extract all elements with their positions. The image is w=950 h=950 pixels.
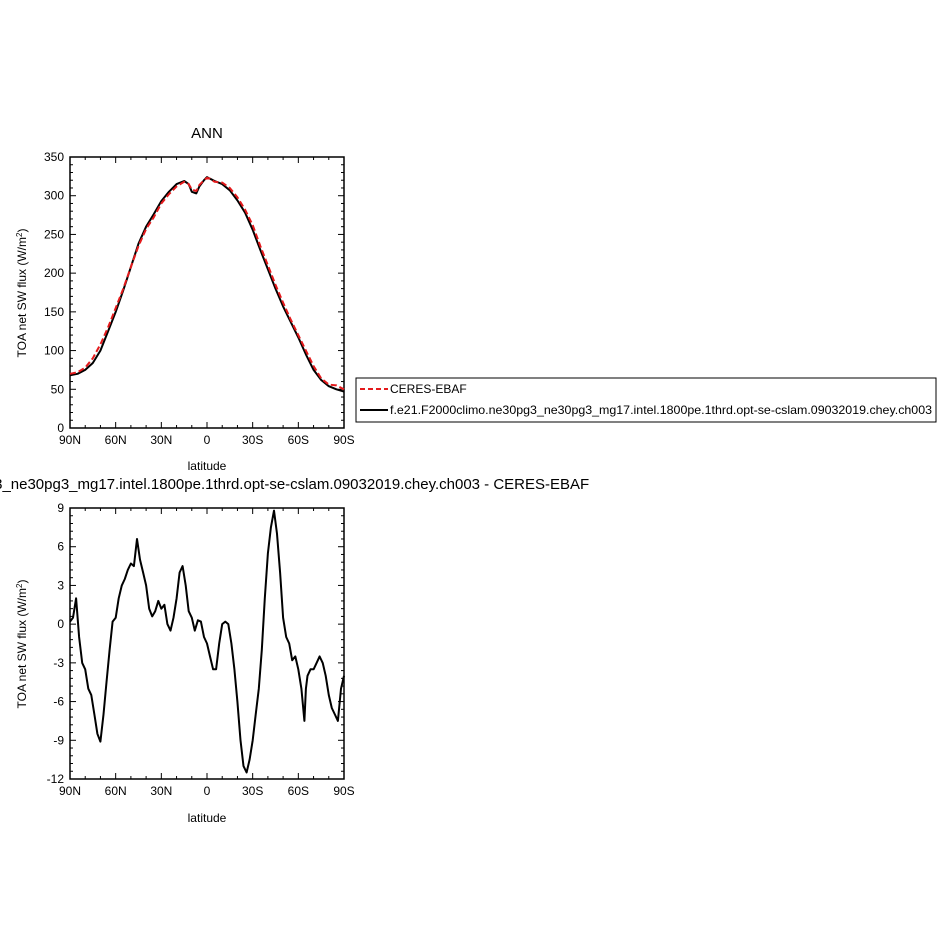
bottom-chart-y-tick-label: -6 (53, 695, 64, 709)
top-chart-y-tick-label: 0 (57, 421, 64, 435)
top-chart-x-tick-label: 60S (288, 433, 309, 447)
bottom-chart-x-tick-label: 90S (333, 784, 354, 798)
bottom-chart-x-tick-label: 30N (150, 784, 172, 798)
bottom-chart-y-tick-label: -12 (47, 772, 65, 786)
legend-box (355, 377, 937, 423)
top-chart: ANN 90N 60N 30N 0 30S 60S 90S 0 50 100 150 200 250 30… (15, 125, 355, 473)
top-chart-x-tick-label: 0 (204, 433, 211, 447)
bottom-chart-x-tick-label: 0 (204, 784, 211, 798)
bottom-chart-x-tick-label: 30S (242, 784, 263, 798)
top-chart-y-tick-label: 350 (44, 150, 64, 164)
bottom-chart-title: f.e21.F2000climo.ne30pg3_ne30pg3_mg17.in… (0, 476, 589, 493)
bottom-chart-x-tick-label: 60S (288, 784, 309, 798)
top-chart-x-tick-label: 60N (105, 433, 127, 447)
bottom-chart-y-tick-label: -9 (53, 733, 64, 747)
legend-label-model: f.e21.F2000climo.ne30pg3_ne30pg3_mg17.in… (390, 403, 932, 417)
bottom-chart-x-axis-label: latitude (188, 811, 227, 825)
top-chart-frame (69, 156, 345, 429)
top-chart-series-line-0 (69, 176, 345, 391)
bottom-chart-y-tick-label: 3 (57, 578, 64, 592)
top-chart-x-tick-label: 30S (242, 433, 263, 447)
top-chart-x-tick-label: 90N (59, 433, 81, 447)
bottom-chart-y-tick-label: 9 (57, 501, 64, 515)
top-chart-title: ANN (191, 125, 223, 142)
bottom-chart-y-axis-label: TOA net SW flux (W/m2) (15, 580, 30, 709)
bottom-chart-x-tick-label: 60N (105, 784, 127, 798)
top-chart-y-axis-label: TOA net SW flux (W/m2) (15, 229, 30, 358)
top-chart-y-tick-label: 50 (51, 382, 65, 396)
bottom-chart-y-tick-label: 0 (57, 617, 64, 631)
top-chart-plot-area: 90N 60N 30N 0 30S 60S 90S 0 50 100 150 200 250 300 350 (44, 150, 355, 447)
legend: CERES-EBAF f.e21.F2000climo.ne30pg3_ne30… (355, 377, 937, 423)
bottom-chart-y-tick-label: 6 (57, 540, 64, 554)
bottom-chart-series-line-0 (69, 509, 345, 774)
bottom-chart-plot-area: 90N 60N 30N 0 30S 60S 90S -12 -9 -6 -3 0 3 6 9 (47, 501, 355, 798)
bottom-chart: f.e21.F2000climo.ne30pg3_ne30pg3_mg17.in… (0, 476, 589, 825)
bottom-chart-y-tick-label: -3 (53, 656, 64, 670)
top-chart-y-tick-label: 150 (44, 305, 64, 319)
top-chart-x-axis-label: latitude (188, 459, 227, 473)
top-chart-series-line-1 (69, 176, 345, 393)
top-chart-y-tick-label: 100 (44, 344, 64, 358)
top-chart-x-tick-label: 90S (333, 433, 354, 447)
top-chart-x-tick-label: 30N (150, 433, 172, 447)
legend-label-ceres: CERES-EBAF (390, 382, 467, 396)
top-chart-y-tick-label: 300 (44, 189, 64, 203)
top-chart-y-tick-label: 200 (44, 266, 64, 280)
bottom-chart-x-tick-label: 90N (59, 784, 81, 798)
top-chart-y-tick-label: 250 (44, 227, 64, 241)
